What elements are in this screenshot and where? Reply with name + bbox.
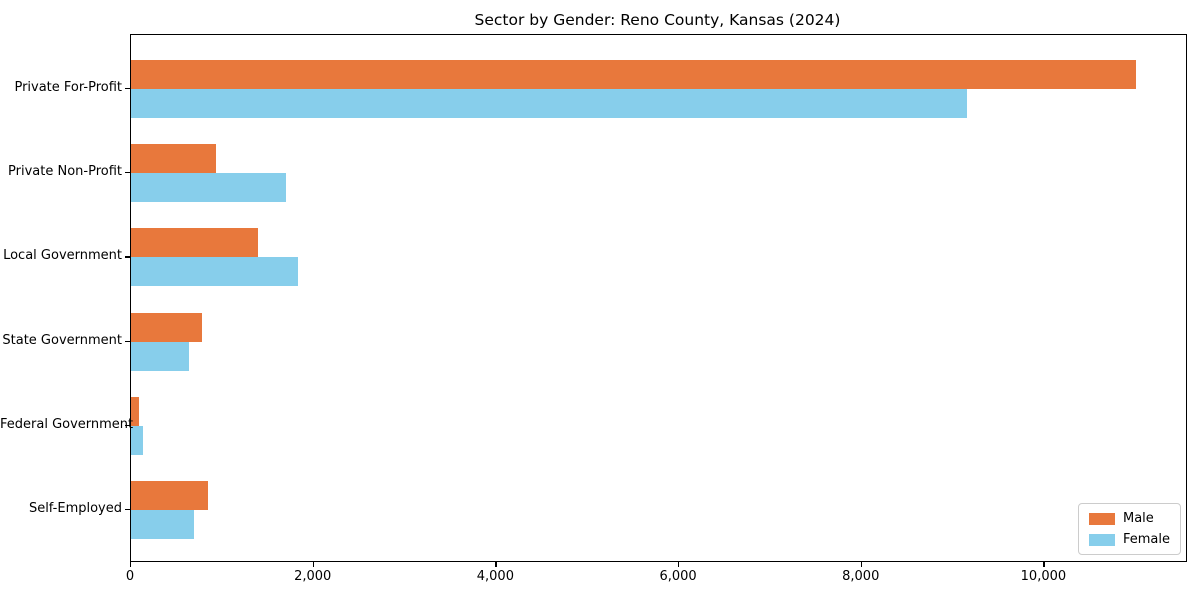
bar-female-1 bbox=[131, 89, 967, 118]
category-label: Federal Government bbox=[0, 416, 134, 432]
bar-female-3 bbox=[131, 257, 298, 287]
x-tick-mark bbox=[1043, 562, 1045, 567]
x-tick-label: 8,000 bbox=[842, 569, 880, 584]
bar-female-2 bbox=[131, 173, 287, 203]
legend-label-male: Male bbox=[1122, 511, 1154, 526]
bar-male-6 bbox=[131, 481, 209, 510]
male-series-swatch bbox=[1088, 512, 1115, 525]
legend-item-female: Female bbox=[1088, 532, 1170, 547]
x-tick-mark bbox=[130, 562, 132, 567]
y-tick-mark bbox=[125, 340, 130, 342]
bar-female-5 bbox=[131, 425, 143, 455]
bar-male-4 bbox=[131, 312, 202, 342]
x-tick-mark bbox=[495, 562, 497, 567]
x-tick-label: 2,000 bbox=[294, 569, 332, 584]
legend-label-female: Female bbox=[1122, 532, 1170, 547]
bar-male-5 bbox=[131, 396, 140, 426]
bar-male-1 bbox=[131, 60, 1136, 89]
y-tick-mark bbox=[125, 88, 130, 90]
category-label: Private Non-Profit bbox=[8, 164, 122, 180]
bar-male-3 bbox=[131, 228, 258, 258]
x-tick-label: 6,000 bbox=[659, 569, 697, 584]
category-label: Private For-Profit bbox=[14, 80, 122, 95]
chart-title: Sector by Gender: Reno County, Kansas (2… bbox=[474, 11, 841, 29]
x-tick-mark bbox=[312, 562, 314, 567]
x-tick-label: 4,000 bbox=[476, 569, 514, 584]
x-tick-label: 10,000 bbox=[1020, 569, 1067, 584]
legend-item-male: Male bbox=[1088, 511, 1170, 526]
legend: Male Female bbox=[1077, 503, 1181, 555]
category-label: Local Government bbox=[3, 248, 122, 264]
category-label: Self-Employed bbox=[28, 501, 122, 516]
y-tick-mark bbox=[125, 172, 130, 174]
category-label: State Government bbox=[2, 332, 122, 348]
female-series-swatch bbox=[1088, 533, 1115, 546]
bar-female-4 bbox=[131, 341, 190, 371]
plot-area: Male Female bbox=[130, 34, 1187, 562]
x-tick-mark bbox=[678, 562, 680, 567]
x-tick-label: 0 bbox=[125, 569, 135, 584]
y-tick-mark bbox=[125, 256, 130, 258]
y-tick-mark bbox=[125, 509, 130, 511]
bar-female-6 bbox=[131, 510, 195, 539]
x-tick-mark bbox=[860, 562, 863, 567]
y-tick-mark bbox=[125, 424, 130, 427]
bar-male-2 bbox=[131, 144, 216, 174]
